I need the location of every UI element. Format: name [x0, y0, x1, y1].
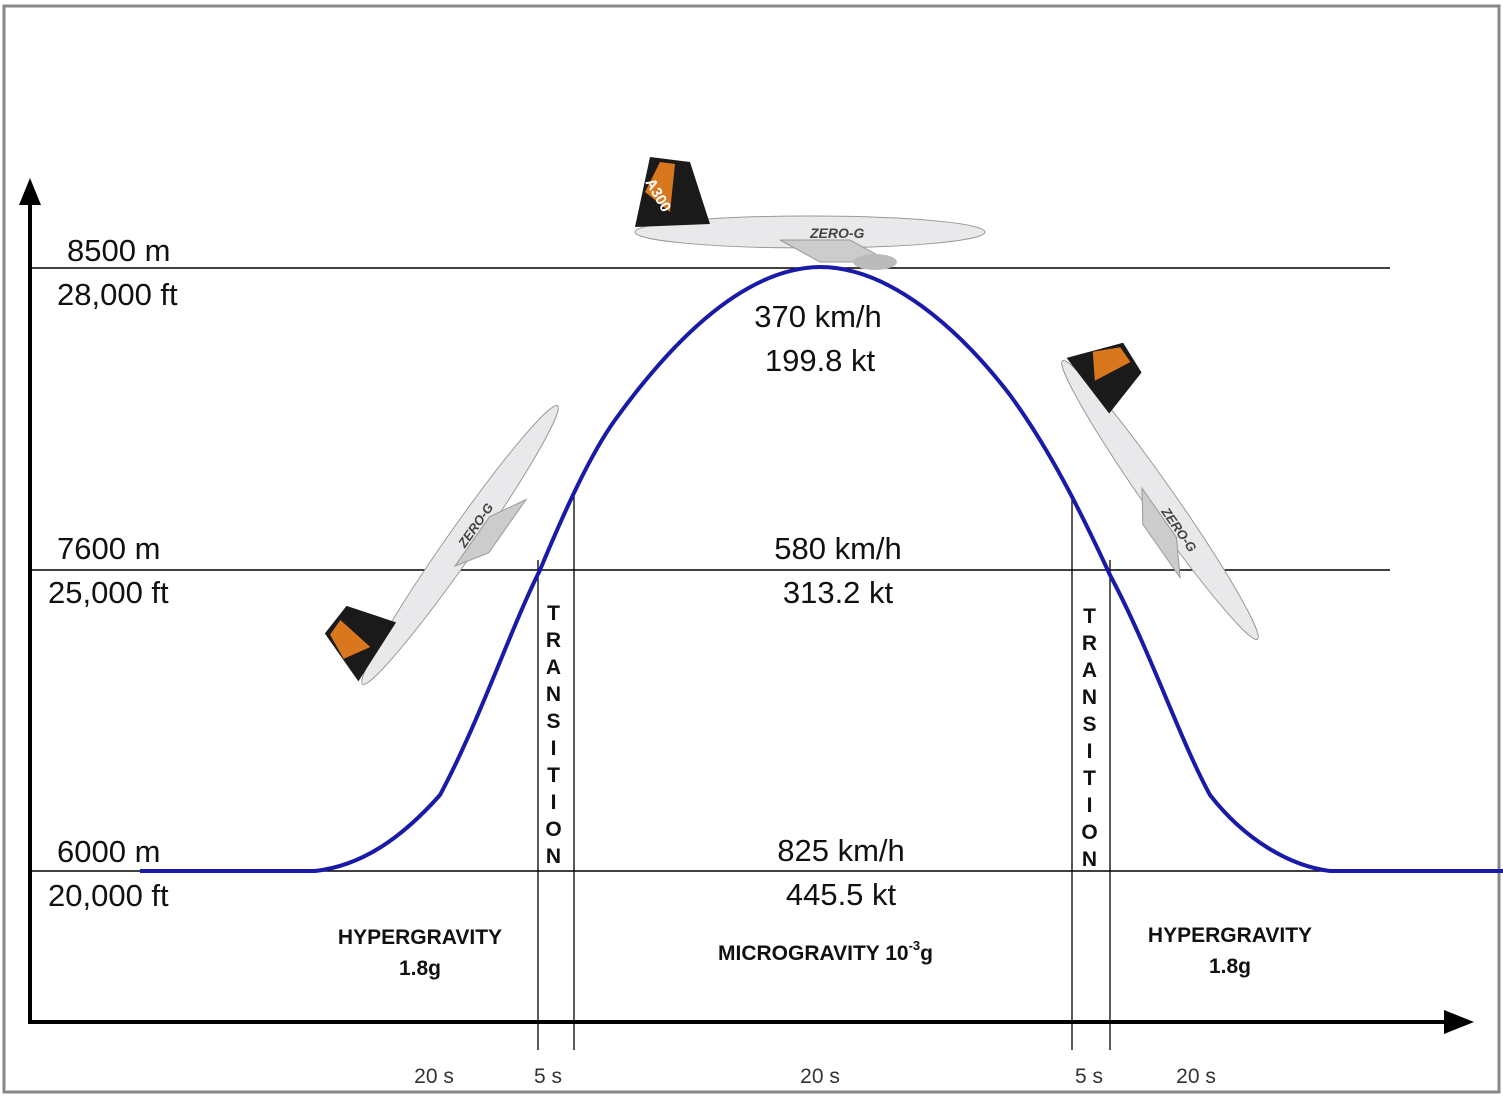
- altitude-m: 7600 m: [57, 531, 160, 566]
- duration: 20 s: [800, 1065, 840, 1088]
- altitude-m: 6000 m: [57, 834, 160, 869]
- altitude-m: 8500 m: [67, 233, 170, 268]
- phase-g: g: [920, 942, 933, 965]
- altitude-ft: 25,000 ft: [48, 575, 169, 610]
- parabola-trajectory: [140, 264, 1503, 873]
- x-arrow: [1444, 1010, 1474, 1034]
- plane-climb: ZERO-G: [324, 404, 559, 686]
- duration: 5 s: [534, 1065, 562, 1088]
- phase-name: MICROGRAVITY 10: [718, 942, 909, 965]
- duration: 20 s: [414, 1065, 454, 1088]
- y-arrow: [19, 178, 41, 205]
- livery-text: ZERO-G: [809, 225, 865, 241]
- speed-kmh: 580 km/h: [774, 531, 902, 566]
- frame: [2, 4, 1501, 1094]
- plane-top: A300 ZERO-G: [634, 157, 986, 270]
- speed-kt: 313.2 kt: [783, 575, 894, 610]
- duration: 5 s: [1075, 1065, 1103, 1088]
- phase-name: HYPERGRAVITY: [338, 926, 502, 949]
- speed-kt: 445.5 kt: [786, 877, 897, 912]
- phase-name: MICROGRAVITY 10-3g: [718, 938, 933, 965]
- phase-name: HYPERGRAVITY: [1148, 924, 1312, 947]
- transition-label: TRANSITION: [1078, 605, 1101, 875]
- speed-kmh: 370 km/h: [754, 299, 882, 334]
- phase-g: 1.8g: [399, 957, 441, 980]
- speed-kt: 199.8 kt: [765, 343, 876, 378]
- altitude-ft: 28,000 ft: [57, 277, 178, 312]
- duration: 20 s: [1176, 1065, 1216, 1088]
- phase-g: 1.8g: [1209, 955, 1251, 978]
- phase-sup: -3: [909, 938, 921, 953]
- transition-label: TRANSITION: [542, 602, 565, 872]
- speed-kmh: 825 km/h: [777, 833, 905, 868]
- altitude-ft: 20,000 ft: [48, 878, 169, 913]
